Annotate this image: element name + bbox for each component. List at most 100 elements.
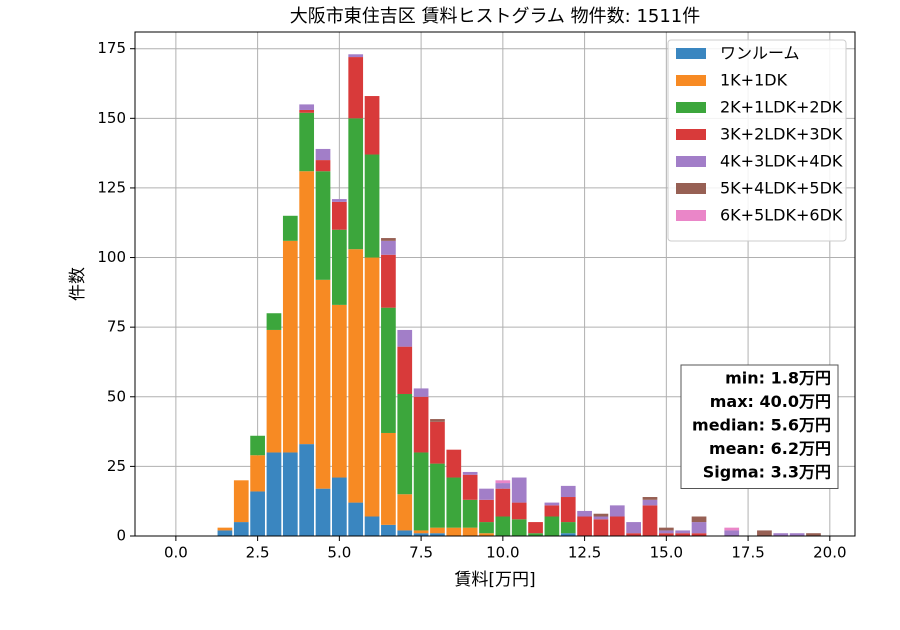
x-tick-label: 12.5 [568,544,601,562]
bar-segment [397,494,413,531]
bar-segment [233,522,249,536]
bar-segment [675,530,691,534]
bar-segment [691,516,707,523]
bar-segment [495,480,511,484]
legend-label: 2K+1LDK+2DK [720,98,843,117]
bar-segment [479,522,494,534]
bar-segment [658,530,674,534]
bar-segment [528,533,543,536]
bar-segment [233,480,249,523]
y-tick-label: 175 [97,39,126,57]
bar-segment [430,421,445,464]
legend-label: 1K+1DK [720,71,788,90]
bar-segment [593,513,609,517]
bar-segment [446,477,462,528]
bar-segment [217,527,233,531]
bar-segment [593,516,609,520]
bar-segment [462,474,478,500]
bar-segment [397,393,413,495]
legend-box [667,39,847,242]
legend-label: 3K+2LDK+3DK [720,125,843,144]
plot-frame [134,31,856,537]
bar-segment [430,527,445,534]
bar-segment [446,449,462,478]
bar-segment [577,516,592,536]
bar-segment [626,533,641,536]
bar-segment [757,530,772,536]
legend-swatch [676,210,706,221]
x-tick-label: 0.0 [164,544,188,562]
bar-segment [250,491,265,536]
stats-line: Sigma: 3.3万円 [703,463,831,482]
legend-label: ワンルーム [720,44,800,63]
bar-segment [511,502,527,520]
bar-segment [593,519,609,536]
legend-swatch [676,156,706,167]
bar-segment [642,497,658,500]
bar-segment [789,533,805,536]
bar-segment [495,488,511,517]
bar-segment [315,171,331,280]
bar-segment [609,505,625,517]
legend-label: 4K+3LDK+4DK [720,152,843,171]
bar-segment [511,477,527,503]
bar-segment [250,455,265,492]
y-tick-label: 50 [107,387,126,405]
bar-segment [462,527,478,536]
y-tick-label: 125 [97,178,126,196]
x-tick-label: 20.0 [813,544,846,562]
bar-segment [381,238,396,241]
bar-segment [266,329,282,453]
bar-segment [446,527,462,536]
bar-segment [691,522,707,534]
bar-segment [299,171,315,445]
bar-segment [315,148,331,161]
bar-segment [332,201,347,230]
bar-segment [299,104,315,110]
bar-segment [642,499,658,506]
bar-segment [430,463,445,528]
bar-segment [626,522,641,534]
bar-segment [315,488,331,536]
bar-segment [560,533,576,536]
bar-segment [479,488,494,500]
y-tick-label: 25 [107,457,126,475]
bar-segment [495,516,511,536]
bar-segment [773,533,789,536]
bar-segment [348,118,364,250]
bar-segment [413,388,429,397]
bar-segment [250,435,265,456]
legend-swatch [676,102,706,113]
x-tick-label: 10.0 [486,544,519,562]
bar-segment [511,519,527,536]
bar-segment [381,307,396,433]
x-tick-label: 7.5 [409,544,433,562]
bar-segment [430,419,445,422]
bar-segment [332,304,347,478]
stats-line: median: 5.6万円 [692,416,831,435]
legend-swatch [676,183,706,194]
bar-segment [479,533,494,536]
bar-segment [413,396,429,453]
bar-segment [348,54,364,58]
bar-segment [364,257,380,517]
x-tick-label: 17.5 [731,544,764,562]
bar-segment [560,522,576,534]
bar-segment [397,346,413,394]
x-tick-label: 2.5 [246,544,270,562]
bar-segment [348,249,364,503]
bar-segment [364,96,380,155]
legend-label: 6K+5LDK+6DK [720,206,843,225]
chart-title: 大阪市東住吉区 賃料ヒストグラム 物件数: 1511件 [290,6,701,27]
bar-segment [364,516,380,536]
stats-frame [680,364,839,489]
legend-swatch [676,75,706,86]
bar-segment [282,452,298,536]
bar-segment [413,530,429,534]
bar-segment [560,485,576,498]
bar-segment [577,510,592,517]
x-tick-label: 5.0 [327,544,351,562]
y-tick-label: 100 [97,248,126,266]
bar-segment [381,524,396,536]
